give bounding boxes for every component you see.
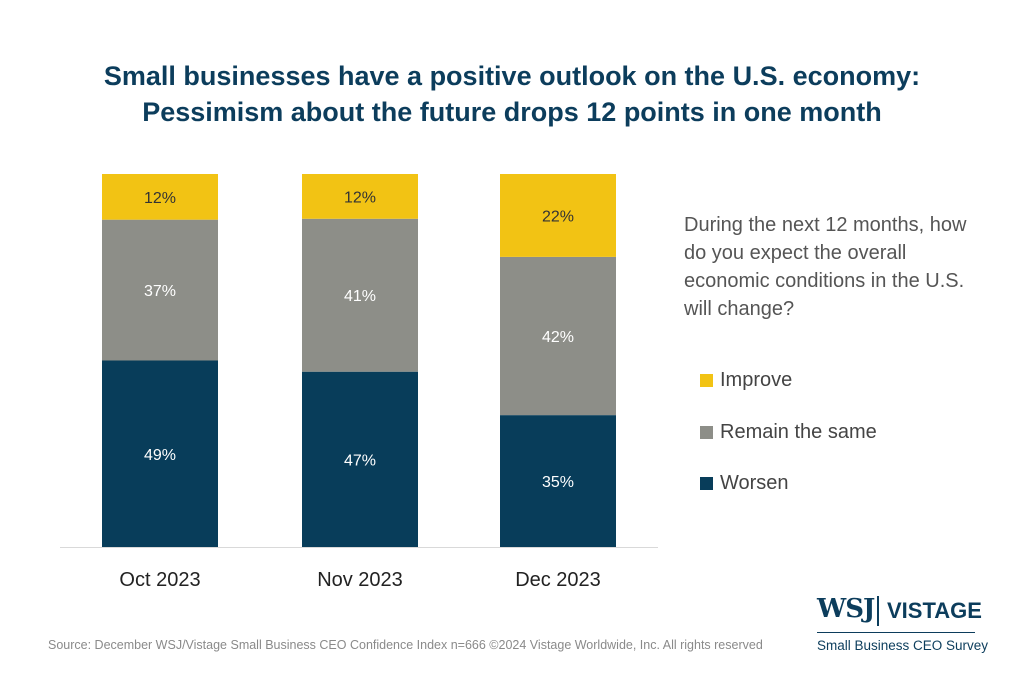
wsj-vistage-logo: WSJ VISTAGE Small Business CEO Survey: [815, 594, 989, 664]
chart-title-line-1: Small businesses have a positive outlook…: [103, 61, 921, 91]
bar-improve-1: [102, 174, 218, 220]
logo-subtitle: Small Business CEO Survey: [817, 638, 989, 653]
logo-separator: [877, 596, 879, 626]
chart-title-line-2: Pessimism about the future drops 12 poin…: [142, 97, 882, 127]
source-note: Source: December WSJ/Vistage Small Busin…: [48, 638, 763, 652]
legend-swatch-improve: [700, 374, 713, 387]
legend-label-improve: Improve: [720, 369, 793, 391]
legend-swatch-remain-the-same: [700, 426, 713, 439]
bar-worsen-3: [500, 415, 616, 547]
bar-remain-the-same-2: [302, 218, 418, 372]
data-label-remain-the-same-2: 41%: [344, 288, 376, 305]
bar-remain-the-same-3: [500, 256, 616, 416]
data-label-worsen-3: 35%: [542, 474, 574, 491]
logo-rule: [817, 632, 975, 633]
legend-label-remain-the-same: Remain the same: [720, 421, 877, 443]
legend-swatch-worsen: [700, 477, 713, 490]
data-label-worsen-2: 47%: [344, 452, 376, 469]
data-label-improve-1: 12%: [144, 190, 176, 207]
chart-title: Small businesses have a positive outlook…: [0, 58, 1024, 130]
data-label-remain-the-same-1: 37%: [144, 283, 176, 300]
data-label-worsen-1: 49%: [144, 447, 176, 464]
data-label-remain-the-same-3: 42%: [542, 329, 574, 346]
logo-wsj-text: WSJ: [817, 594, 875, 624]
bar-improve-3: [500, 174, 616, 257]
logo-vistage-text: VISTAGE: [887, 598, 982, 623]
legend-label-worsen: Worsen: [720, 472, 789, 494]
data-label-improve-3: 22%: [542, 208, 574, 225]
x-tick-label-2: Nov 2023: [317, 569, 403, 591]
x-tick-label-3: Dec 2023: [515, 569, 601, 591]
bar-worsen-2: [302, 371, 418, 547]
x-tick-label-1: Oct 2023: [119, 569, 200, 591]
survey-question: During the next 12 months, how do you ex…: [684, 214, 967, 320]
data-label-improve-2: 12%: [344, 189, 376, 206]
bar-worsen-1: [102, 360, 218, 547]
bar-remain-the-same-1: [102, 219, 218, 361]
bar-improve-2: [302, 174, 418, 219]
